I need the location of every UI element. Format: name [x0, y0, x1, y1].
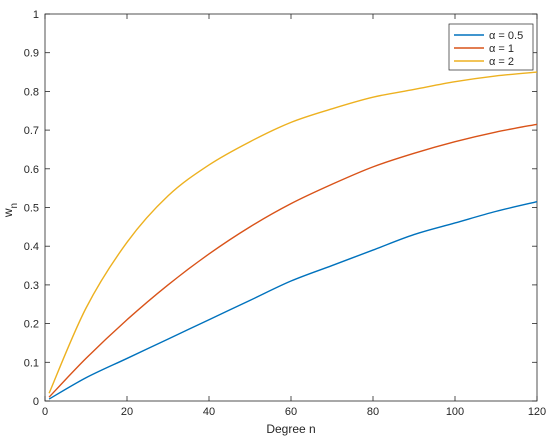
- y-tick-label: 0.3: [24, 280, 39, 292]
- x-tick-label: 120: [528, 406, 546, 418]
- y-tick-label: 0.5: [24, 203, 39, 215]
- plot-area: [44, 13, 538, 402]
- y-axis-label-sub: n: [9, 203, 20, 209]
- y-tick-label: 0: [33, 396, 39, 408]
- x-tick-label: 20: [121, 406, 133, 418]
- y-tick-label: 0.9: [24, 48, 39, 60]
- y-tick-label: 0.8: [24, 86, 39, 98]
- x-tick-label: 0: [42, 406, 48, 418]
- y-axis-label-main: w: [1, 208, 15, 218]
- y-tick-label: 0.4: [24, 241, 39, 253]
- series-lines: [48, 71, 538, 400]
- legend-label: α = 1: [489, 43, 514, 55]
- legend-label: α = 0.5: [489, 30, 523, 42]
- x-axis-label: Degree n: [266, 422, 315, 436]
- y-tick-label: 0.6: [24, 164, 39, 176]
- y-tick-label: 1: [33, 9, 39, 21]
- legend-label: α = 2: [489, 56, 514, 68]
- x-tick-label: 60: [285, 406, 297, 418]
- series-line: [48, 201, 538, 400]
- y-tick-label: 0.7: [24, 125, 39, 137]
- y-tick-label: 0.1: [24, 357, 39, 369]
- axis-ticks: 0 20 40 60 80 100 120 0 0.1 0.2 0.3 0.4 0.5 0.6 0.7 0.8…: [24, 9, 546, 418]
- x-tick-label: 100: [446, 406, 464, 418]
- y-tick-label: 0.2: [24, 319, 39, 331]
- y-axis-label: wn: [1, 203, 20, 218]
- series-line: [48, 123, 538, 398]
- x-tick-label: 40: [203, 406, 215, 418]
- x-tick-label: 80: [367, 406, 379, 418]
- legend-box: [448, 23, 534, 71]
- legend: α = 0.5α = 1α = 2: [448, 23, 534, 71]
- series-line: [48, 71, 538, 394]
